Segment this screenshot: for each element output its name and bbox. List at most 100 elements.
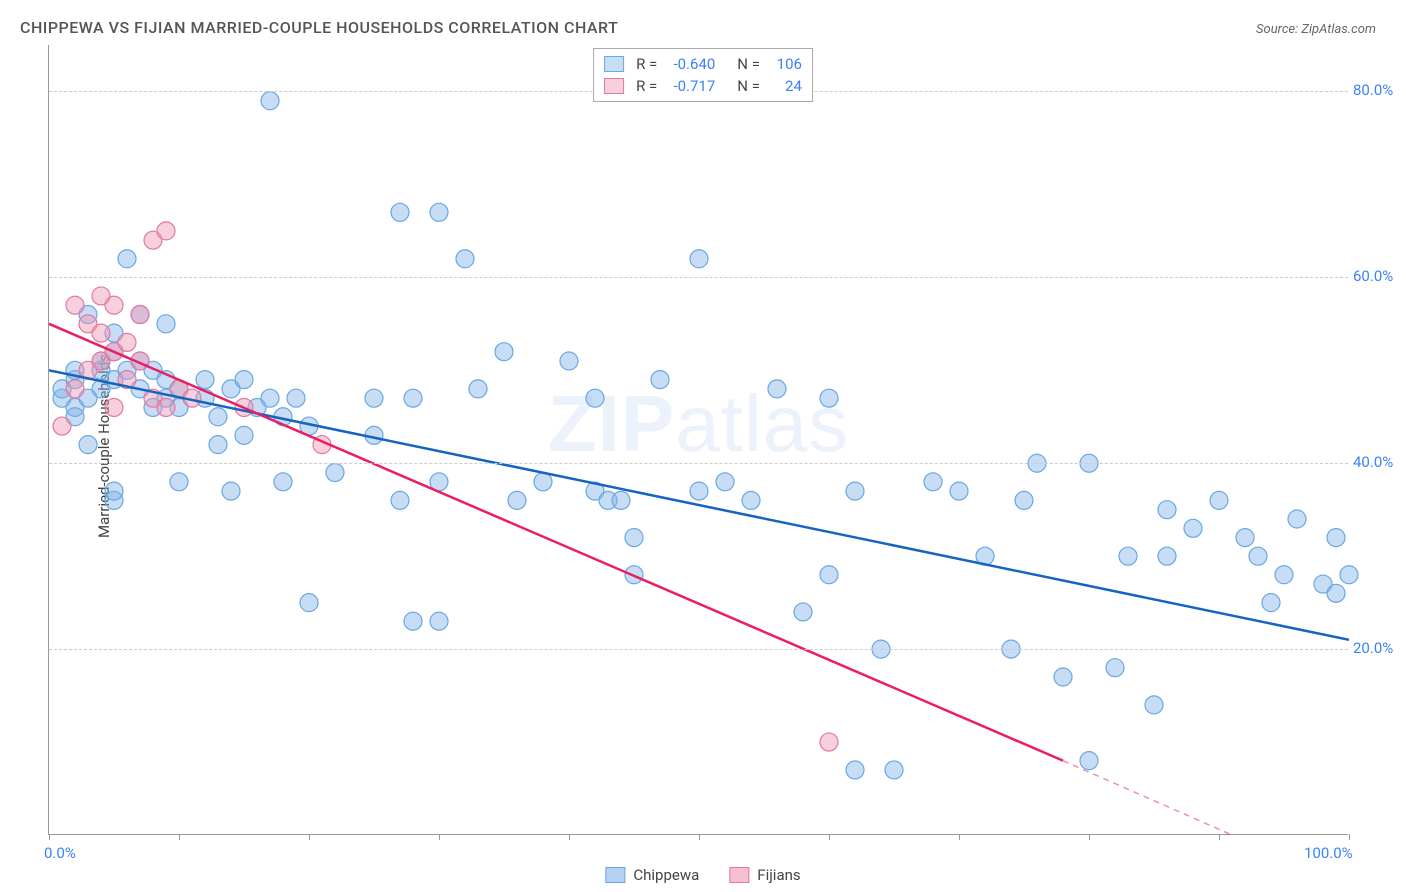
data-point	[79, 436, 97, 454]
legend-item: Chippewa	[605, 866, 699, 884]
data-point	[716, 473, 734, 491]
data-point	[1327, 584, 1345, 602]
data-point	[222, 482, 240, 500]
data-point	[53, 417, 71, 435]
data-point	[625, 529, 643, 547]
legend-swatch	[604, 78, 624, 94]
data-point	[924, 473, 942, 491]
n-value: 106	[768, 55, 802, 73]
data-point	[105, 398, 123, 416]
gridline	[49, 649, 1348, 650]
n-value: 24	[768, 77, 802, 95]
gridline	[49, 277, 1348, 278]
legend-row: R =-0.717N =24	[604, 75, 802, 97]
r-value: -0.640	[665, 55, 715, 73]
data-point	[1340, 566, 1358, 584]
data-point	[235, 371, 253, 389]
data-point	[690, 482, 708, 500]
legend-swatch	[729, 867, 749, 883]
data-point	[1106, 659, 1124, 677]
regression-line-dashed	[1063, 761, 1232, 835]
n-label: N =	[737, 77, 760, 95]
data-point	[690, 250, 708, 268]
data-point	[820, 389, 838, 407]
x-tick	[959, 834, 960, 840]
data-point	[118, 250, 136, 268]
correlation-legend: R =-0.640N =106R =-0.717N =24	[593, 48, 813, 102]
data-point	[846, 482, 864, 500]
legend-label: Chippewa	[633, 866, 699, 884]
data-point	[274, 473, 292, 491]
data-point	[1158, 547, 1176, 565]
data-point	[391, 491, 409, 509]
n-label: N =	[737, 55, 760, 73]
data-point	[469, 380, 487, 398]
data-point	[1015, 491, 1033, 509]
data-point	[287, 389, 305, 407]
data-point	[586, 389, 604, 407]
legend-label: Fijians	[757, 866, 800, 884]
x-tick	[569, 834, 570, 840]
data-point	[1054, 668, 1072, 686]
x-tick	[439, 834, 440, 840]
r-label: R =	[636, 55, 657, 73]
x-tick	[1349, 834, 1350, 840]
r-label: R =	[636, 77, 657, 95]
x-tick	[1089, 834, 1090, 840]
data-point	[170, 473, 188, 491]
data-point	[157, 398, 175, 416]
y-tick-label: 80.0%	[1353, 81, 1406, 99]
data-point	[66, 380, 84, 398]
legend-item: Fijians	[729, 866, 800, 884]
data-point	[508, 491, 526, 509]
data-point	[1275, 566, 1293, 584]
data-point	[1249, 547, 1267, 565]
data-point	[1236, 529, 1254, 547]
data-point	[456, 250, 474, 268]
data-point	[846, 761, 864, 779]
data-point	[326, 464, 344, 482]
x-tick	[179, 834, 180, 840]
data-point	[534, 473, 552, 491]
x-tick	[309, 834, 310, 840]
data-point	[742, 491, 760, 509]
data-point	[66, 296, 84, 314]
data-point	[1210, 491, 1228, 509]
source-attribution: Source: ZipAtlas.com	[1256, 22, 1376, 37]
x-tick-label: 100.0%	[1304, 844, 1353, 862]
x-tick	[699, 834, 700, 840]
data-point	[885, 761, 903, 779]
data-point	[105, 482, 123, 500]
plot-area: ZIPatlas 20.0%40.0%60.0%80.0%0.0%100.0%	[48, 45, 1348, 835]
data-point	[261, 389, 279, 407]
data-point	[261, 92, 279, 110]
legend-row: R = -0.640 N = 106	[604, 53, 802, 75]
legend-swatch	[605, 867, 625, 883]
regression-line	[49, 370, 1349, 640]
data-point	[430, 612, 448, 630]
data-point	[209, 436, 227, 454]
data-point	[1158, 501, 1176, 519]
data-point	[820, 733, 838, 751]
x-tick	[1219, 834, 1220, 840]
data-point	[768, 380, 786, 398]
series-legend: Chippewa Fijians	[605, 866, 800, 884]
y-tick-label: 60.0%	[1353, 267, 1406, 285]
data-point	[1119, 547, 1137, 565]
data-point	[820, 566, 838, 584]
gridline	[49, 463, 1348, 464]
data-point	[209, 408, 227, 426]
data-point	[612, 491, 630, 509]
data-point	[1327, 529, 1345, 547]
data-point	[365, 389, 383, 407]
data-point	[391, 203, 409, 221]
data-point	[404, 612, 422, 630]
data-point	[1184, 519, 1202, 537]
data-point	[1262, 594, 1280, 612]
data-point	[105, 296, 123, 314]
data-point	[950, 482, 968, 500]
data-point	[235, 426, 253, 444]
data-point	[131, 306, 149, 324]
data-point	[1288, 510, 1306, 528]
data-point	[430, 203, 448, 221]
